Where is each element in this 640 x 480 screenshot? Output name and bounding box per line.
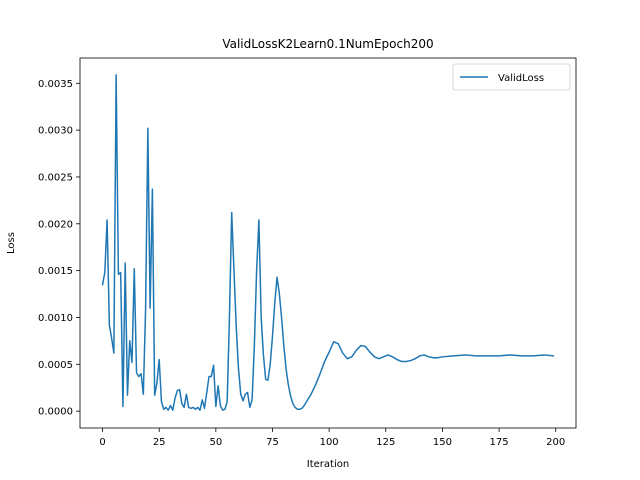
x-tick-label: 25 <box>153 437 166 448</box>
y-tick-label: 0.0005 <box>38 360 73 371</box>
x-tick-label: 150 <box>433 437 452 448</box>
x-axis-label: Iteration <box>307 459 349 470</box>
y-axis-ticks: 0.0000 0.0005 0.0010 0.0015 0.0020 0.0025 0.00… <box>38 79 80 418</box>
y-axis-label: Loss <box>6 232 17 254</box>
x-tick-label: 125 <box>376 437 395 448</box>
y-tick-label: 0.0000 <box>38 407 73 418</box>
legend-label-validloss: ValidLoss <box>498 73 544 84</box>
x-tick-label: 100 <box>320 437 339 448</box>
series-line-validloss <box>101 74 555 411</box>
chart-title: ValidLossK2Learn0.1NumEpoch200 <box>222 37 433 51</box>
y-tick-label: 0.0030 <box>38 126 73 137</box>
y-tick-label: 0.0035 <box>38 79 73 90</box>
axes-frame <box>79 57 577 429</box>
x-tick-label: 0 <box>99 437 105 448</box>
y-tick-label: 0.0025 <box>38 172 73 183</box>
plot-area <box>101 74 555 411</box>
legend: ValidLoss <box>452 63 571 91</box>
x-tick-label: 75 <box>266 437 279 448</box>
y-tick-label: 0.0015 <box>38 266 73 277</box>
x-tick-label: 175 <box>490 437 509 448</box>
legend-box <box>452 63 571 91</box>
y-tick-label: 0.0020 <box>38 219 73 230</box>
x-tick-label: 50 <box>209 437 222 448</box>
x-axis-ticks: 0 25 50 75 100 125 150 175 200 <box>99 428 565 448</box>
x-tick-label: 200 <box>546 437 565 448</box>
y-tick-label: 0.0010 <box>38 313 73 324</box>
